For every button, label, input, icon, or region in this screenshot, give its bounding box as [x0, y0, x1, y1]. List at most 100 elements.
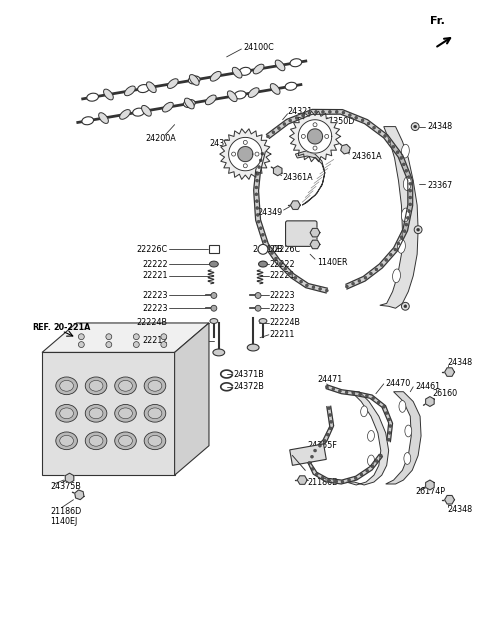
Circle shape: [328, 111, 331, 113]
Ellipse shape: [87, 93, 98, 101]
Text: 21186D: 21186D: [50, 507, 81, 516]
Circle shape: [387, 439, 390, 441]
Circle shape: [354, 476, 357, 480]
Circle shape: [327, 479, 330, 482]
Circle shape: [261, 233, 264, 236]
Text: 20-221A: 20-221A: [54, 323, 91, 332]
Circle shape: [312, 285, 315, 289]
Ellipse shape: [183, 100, 195, 107]
Text: 22223: 22223: [142, 291, 168, 300]
Circle shape: [338, 390, 341, 393]
Text: 22223: 22223: [270, 303, 295, 312]
Ellipse shape: [148, 381, 162, 391]
Ellipse shape: [275, 60, 285, 71]
Ellipse shape: [82, 117, 94, 125]
Circle shape: [409, 182, 412, 185]
Circle shape: [133, 341, 139, 347]
Text: 22212: 22212: [142, 336, 168, 345]
Circle shape: [378, 131, 381, 133]
Circle shape: [308, 111, 311, 114]
Circle shape: [266, 135, 269, 138]
Circle shape: [256, 206, 259, 210]
Circle shape: [305, 284, 308, 287]
Circle shape: [392, 145, 395, 149]
Bar: [290, 444, 326, 466]
Ellipse shape: [56, 377, 77, 395]
Text: 24470: 24470: [386, 379, 411, 388]
Circle shape: [211, 293, 217, 298]
Polygon shape: [42, 323, 209, 352]
Circle shape: [313, 123, 317, 127]
Circle shape: [133, 334, 139, 340]
Text: 24410B: 24410B: [252, 245, 283, 254]
Text: 23367: 23367: [427, 181, 452, 190]
Circle shape: [364, 276, 367, 279]
Ellipse shape: [85, 432, 107, 449]
Polygon shape: [297, 476, 307, 484]
Ellipse shape: [132, 108, 144, 116]
Ellipse shape: [146, 82, 156, 93]
Circle shape: [289, 119, 292, 122]
Ellipse shape: [247, 344, 259, 351]
Polygon shape: [290, 201, 300, 210]
Ellipse shape: [403, 177, 411, 190]
Ellipse shape: [144, 432, 166, 449]
Circle shape: [396, 150, 399, 154]
Ellipse shape: [205, 95, 216, 105]
Text: 24471: 24471: [317, 376, 342, 385]
Circle shape: [414, 226, 422, 233]
Text: 24361A: 24361A: [351, 152, 382, 161]
Ellipse shape: [397, 240, 406, 253]
Circle shape: [325, 289, 328, 292]
Ellipse shape: [210, 318, 218, 323]
Circle shape: [335, 111, 338, 113]
Text: 22221: 22221: [270, 271, 295, 280]
Polygon shape: [175, 323, 209, 475]
Ellipse shape: [60, 435, 73, 446]
Circle shape: [352, 282, 355, 285]
Circle shape: [311, 455, 313, 458]
Circle shape: [255, 293, 261, 298]
Text: 22211: 22211: [270, 331, 295, 340]
Circle shape: [266, 246, 269, 249]
Circle shape: [255, 152, 259, 156]
Circle shape: [411, 123, 419, 131]
Circle shape: [275, 257, 277, 260]
Circle shape: [414, 125, 417, 128]
Circle shape: [401, 302, 409, 310]
Circle shape: [352, 392, 355, 395]
Ellipse shape: [239, 68, 251, 75]
Ellipse shape: [285, 82, 297, 90]
Circle shape: [406, 217, 409, 219]
Circle shape: [211, 305, 217, 311]
Ellipse shape: [115, 432, 136, 449]
Polygon shape: [307, 406, 383, 484]
Text: 1140EJ: 1140EJ: [50, 517, 77, 526]
Circle shape: [365, 394, 368, 397]
Text: 24461: 24461: [415, 383, 440, 392]
Circle shape: [301, 114, 304, 117]
Circle shape: [402, 163, 405, 166]
Bar: [209, 246, 219, 253]
Circle shape: [383, 405, 385, 408]
Ellipse shape: [144, 377, 166, 395]
Ellipse shape: [56, 432, 77, 449]
Polygon shape: [380, 127, 418, 308]
Ellipse shape: [119, 381, 132, 391]
Circle shape: [370, 272, 372, 275]
Ellipse shape: [115, 404, 136, 422]
Polygon shape: [42, 352, 175, 475]
Circle shape: [257, 220, 260, 223]
Circle shape: [409, 203, 412, 206]
Text: 24361A: 24361A: [283, 173, 313, 182]
Circle shape: [324, 134, 329, 138]
Polygon shape: [341, 145, 350, 154]
Circle shape: [408, 210, 410, 213]
Polygon shape: [274, 166, 282, 176]
Circle shape: [359, 393, 361, 396]
Text: 22222: 22222: [270, 260, 296, 269]
Circle shape: [334, 480, 337, 483]
Circle shape: [367, 122, 370, 125]
Ellipse shape: [401, 208, 409, 222]
Circle shape: [243, 140, 247, 145]
